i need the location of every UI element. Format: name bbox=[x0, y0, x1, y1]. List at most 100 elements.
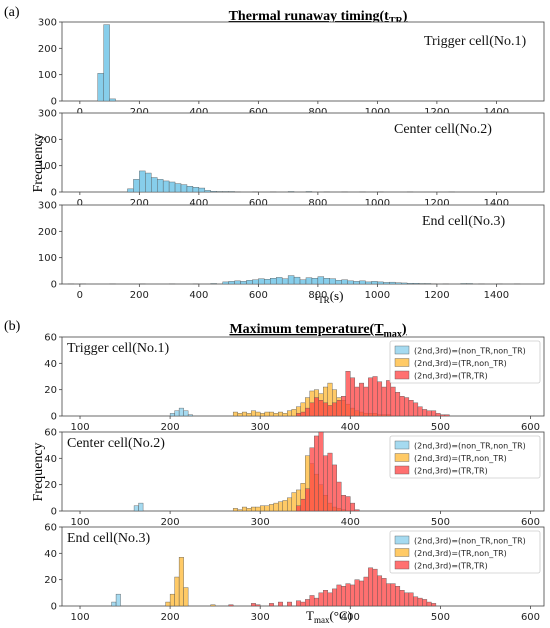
histogram-bar bbox=[422, 599, 428, 607]
histogram-bar bbox=[341, 495, 346, 512]
series-1 bbox=[97, 24, 116, 102]
title-b-main: Maximum temperature(T bbox=[229, 322, 384, 337]
histogram-bar bbox=[390, 386, 396, 417]
histogram-bar bbox=[314, 597, 319, 607]
y-tick-label: 40 bbox=[44, 359, 57, 370]
histogram-bar bbox=[278, 501, 283, 512]
histogram-bar bbox=[368, 567, 374, 607]
series-3 bbox=[228, 567, 437, 607]
histogram-bar bbox=[270, 278, 277, 285]
histogram-bar bbox=[192, 187, 200, 193]
y-tick-label: 60 bbox=[44, 428, 57, 439]
histogram-bar bbox=[255, 411, 261, 417]
histogram-bar bbox=[250, 603, 256, 607]
histogram-bar bbox=[232, 508, 238, 512]
histogram-bar bbox=[255, 506, 261, 512]
x-tick-label: 100 bbox=[70, 422, 89, 433]
histogram-bar bbox=[395, 586, 401, 607]
x-tick-label: 800 bbox=[308, 198, 327, 209]
legend-swatch bbox=[394, 535, 410, 545]
histogram-bar bbox=[178, 557, 184, 607]
histogram-bar bbox=[345, 496, 351, 512]
histogram-bar bbox=[426, 410, 432, 417]
histogram-bar bbox=[399, 396, 405, 417]
y-tick-label: 300 bbox=[38, 109, 57, 120]
x-tick-label: 600 bbox=[249, 290, 268, 301]
histogram-bar bbox=[371, 281, 378, 285]
panel-b-label: (b) bbox=[4, 319, 21, 334]
histogram-bar bbox=[282, 500, 288, 512]
subplot-2: 0 100 200 300 0 200 400 600 800 1000 1200 1400 Cente… bbox=[38, 109, 545, 209]
histogram-bar bbox=[317, 276, 325, 285]
x-tick-label: 0 bbox=[77, 198, 83, 209]
xlabel-a: tTR(s) bbox=[315, 288, 344, 305]
histogram-bar bbox=[255, 604, 261, 607]
y-tick-label: 200 bbox=[38, 44, 57, 55]
histogram-bar bbox=[336, 481, 342, 512]
y-tick-label: 20 bbox=[44, 385, 57, 396]
histogram-bar bbox=[341, 279, 348, 285]
histogram-bar bbox=[417, 597, 423, 607]
y-tick-label: 0 bbox=[51, 412, 57, 423]
histogram-bar bbox=[318, 592, 324, 607]
xlabel-b-main: T bbox=[306, 608, 314, 623]
title-a: Thermal runaway timing(tTR) bbox=[229, 9, 408, 27]
histogram-bar bbox=[377, 575, 383, 607]
histogram-bar bbox=[329, 278, 336, 285]
histogram-bar bbox=[466, 283, 473, 285]
legend-label: (2nd,3rd)=(non_TR,non_TR) bbox=[414, 347, 526, 356]
histogram-bar bbox=[183, 587, 189, 607]
y-tick-label: 40 bbox=[44, 549, 57, 560]
histogram-bar bbox=[345, 371, 351, 417]
histogram-bar bbox=[395, 392, 401, 417]
histogram-bar bbox=[300, 498, 306, 512]
histogram-bar bbox=[109, 98, 116, 102]
y-tick-label: 200 bbox=[38, 227, 57, 238]
histogram-bar bbox=[350, 377, 356, 417]
legend-swatch bbox=[394, 465, 410, 475]
legend-swatch bbox=[394, 370, 410, 380]
legend-label: (2nd,3rd)=(TR,non_TR) bbox=[414, 359, 507, 368]
legend-label: (2nd,3rd)=(non_TR,non_TR) bbox=[414, 442, 526, 451]
subplot-label: Center cell(No.2) bbox=[394, 122, 492, 137]
x-tick-label: 300 bbox=[251, 422, 270, 433]
histogram-bar bbox=[133, 505, 139, 512]
subplot-3: 0 100 200 300 0 200 400 600 800 1000 1200 1400 End c… bbox=[38, 201, 545, 301]
histogram-bar bbox=[305, 277, 313, 285]
histogram-bar bbox=[250, 506, 256, 512]
histogram-bar bbox=[180, 184, 188, 193]
legend-box bbox=[389, 530, 541, 574]
histogram-bar bbox=[359, 580, 365, 607]
histogram-bar bbox=[435, 413, 441, 417]
histogram-bar bbox=[383, 282, 390, 285]
x-tick-label: 200 bbox=[161, 612, 180, 623]
histogram-bar bbox=[327, 405, 333, 417]
histogram-bar bbox=[314, 435, 319, 512]
y-tick-label: 40 bbox=[44, 454, 57, 465]
histogram-bar bbox=[237, 413, 243, 417]
histogram-bar bbox=[408, 400, 414, 417]
histogram-bar bbox=[335, 280, 342, 285]
legend-label: (2nd,3rd)=(TR,TR) bbox=[414, 467, 488, 476]
y-tick-label: 100 bbox=[38, 253, 57, 264]
histogram-bar bbox=[293, 276, 301, 285]
x-tick-label: 0 bbox=[77, 290, 83, 301]
histogram-bar bbox=[299, 279, 307, 285]
y-tick-label: 20 bbox=[44, 575, 57, 586]
histogram-bar bbox=[422, 409, 428, 417]
histogram-bar bbox=[296, 413, 301, 417]
legend-label: (2nd,3rd)=(TR,non_TR) bbox=[414, 454, 507, 463]
xlabel-a-tail: (s) bbox=[330, 288, 344, 303]
x-tick-label: 1200 bbox=[424, 290, 449, 301]
histogram-bar bbox=[431, 603, 437, 607]
series-1 bbox=[133, 502, 144, 512]
xlabel-b-sub: max bbox=[314, 615, 330, 625]
histogram-bar bbox=[273, 413, 279, 417]
histogram-bar bbox=[363, 386, 369, 417]
histogram-bar bbox=[363, 576, 369, 607]
histogram-bar bbox=[174, 183, 182, 193]
histogram-bar bbox=[228, 191, 235, 193]
subplot-5: 0 20 40 60 100 200 300 400 500 600 Center cell(No.… bbox=[44, 428, 545, 528]
histogram-bar bbox=[327, 452, 333, 512]
ylabel-a: Frequency bbox=[31, 133, 46, 192]
